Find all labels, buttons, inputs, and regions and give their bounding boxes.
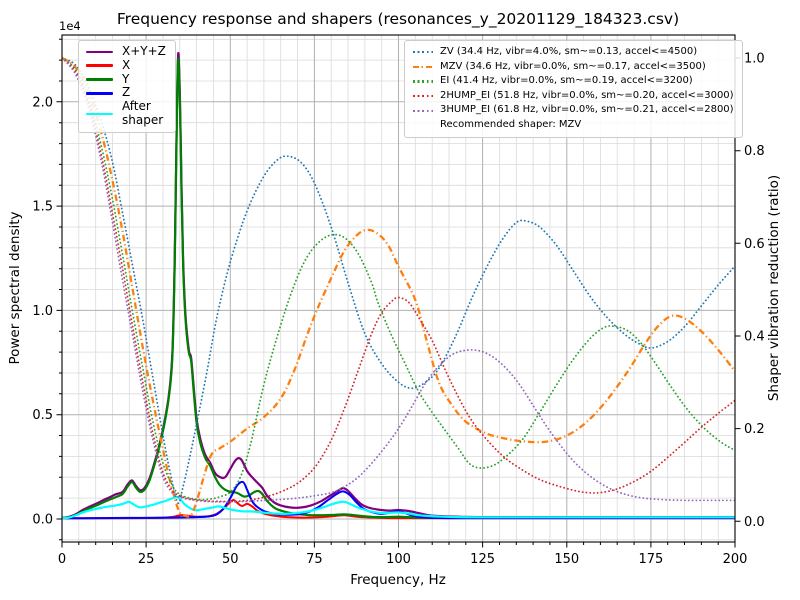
legend-label: X+Y+Z <box>122 44 166 58</box>
legend-line-sample <box>86 112 113 116</box>
legend-label: ZV (34.4 Hz, vibr=4.0%, sm~=0.13, accel<… <box>440 46 698 57</box>
x-tick-label: 50 <box>222 552 239 567</box>
right-y-tick-label: 0.4 <box>744 330 765 345</box>
left-y-tick-label: 1.5 <box>32 200 53 215</box>
legend-label: MZV (34.6 Hz, vibr=0.0%, sm~=0.17, accel… <box>440 60 706 72</box>
psd-legend-item: After shaper <box>86 99 166 128</box>
right-y-tick-label: 0.8 <box>744 144 765 159</box>
curve-3hump_ei <box>62 57 735 503</box>
legend-line-sample <box>86 91 113 95</box>
curve-zv <box>62 57 735 505</box>
tick-marks <box>56 38 741 548</box>
psd-legend-item: X <box>86 57 166 73</box>
left-y-tick-label: 0.5 <box>32 408 53 423</box>
legend-line-sample <box>413 51 433 54</box>
recommended-shaper-note: Recommended shaper: MZV <box>413 118 734 133</box>
legend-footer-label: Recommended shaper: MZV <box>440 118 582 130</box>
x-tick-label: 150 <box>554 552 579 567</box>
x-tick-label: 175 <box>638 552 663 567</box>
legend-line-sample <box>413 65 433 68</box>
legend-line-sample <box>86 50 113 54</box>
chart-title: Frequency response and shapers (resonanc… <box>116 10 680 28</box>
curve-y <box>62 57 735 520</box>
curve-after_shaper <box>62 495 735 520</box>
x-axis-label: Frequency, Hz <box>350 572 446 588</box>
shaper-legend: ZV (34.4 Hz, vibr=4.0%, sm~=0.13, accel<… <box>404 40 743 138</box>
x-tick-label: 0 <box>58 552 66 567</box>
shaper-legend-item: 2HUMP_EI (51.8 Hz, vibr=0.0%, sm~=0.20, … <box>413 89 734 104</box>
legend-line-sample <box>86 78 113 81</box>
right-y-tick-label: 1.0 <box>744 52 765 67</box>
x-tick-label: 200 <box>723 552 748 567</box>
legend-line-sample <box>413 80 433 83</box>
x-tick-label: 100 <box>386 552 411 567</box>
psd-legend-item: Z <box>86 86 166 100</box>
psd-legend-item: Y <box>86 71 166 87</box>
psd-legend: X+Y+Z X Y Z After shaper <box>78 40 176 133</box>
curve-2hump_ei <box>62 57 735 503</box>
legend-line-sample <box>86 64 113 67</box>
legend-label: 2HUMP_EI (51.8 Hz, vibr=0.0%, sm~=0.20, … <box>440 89 734 101</box>
right-y-tick-label: 0.2 <box>744 422 765 437</box>
left-y-axis-label: Power spectral density <box>7 211 23 365</box>
shaper-legend-item: 3HUMP_EI (61.8 Hz, vibr=0.0%, sm~=0.21, … <box>413 103 734 118</box>
shaper-legend-item: MZV (34.6 Hz, vibr=0.0%, sm~=0.17, accel… <box>413 60 734 75</box>
right-y-tick-label: 0.6 <box>744 237 765 252</box>
psd-legend-item: X+Y+Z <box>86 44 166 59</box>
right-y-axis-label: Shaper vibration reduction (ratio) <box>766 174 782 402</box>
x-tick-label: 25 <box>138 552 155 567</box>
legend-label: Y <box>122 71 130 86</box>
shaper-legend-item: EI (41.4 Hz, vibr=0.0%, sm~=0.19, accel<… <box>413 74 734 89</box>
legend-label: After shaper <box>122 99 164 127</box>
right-y-tick-label: 0.0 <box>744 515 765 530</box>
curve-ei <box>62 57 735 501</box>
left-y-tick-label: 1.0 <box>32 304 53 319</box>
y-axis-offset-label: 1e4 <box>59 19 81 33</box>
legend-line-sample <box>413 109 433 112</box>
legend-label: 3HUMP_EI (61.8 Hz, vibr=0.0%, sm~=0.21, … <box>440 104 734 116</box>
x-tick-label: 75 <box>306 552 323 567</box>
legend-label: X <box>122 57 131 72</box>
legend-label: Z <box>122 85 131 100</box>
left-y-tick-label: 2.0 <box>32 95 53 110</box>
x-tick-label: 125 <box>470 552 495 567</box>
shaper-legend-item: ZV (34.4 Hz, vibr=4.0%, sm~=0.13, accel<… <box>413 45 734 60</box>
plot-curves <box>62 51 735 520</box>
curve-mzv <box>62 57 735 518</box>
legend-empty-sample <box>413 124 433 126</box>
legend-label: EI (41.4 Hz, vibr=0.0%, sm~=0.19, accel<… <box>440 75 693 87</box>
legend-line-sample <box>413 94 433 98</box>
left-y-tick-label: 0.0 <box>32 513 53 528</box>
tick-labels: 0 25 50 75 100 125 150 175 200 0.0 0.5 1.0 1.5 2.0 0.0… <box>32 52 764 568</box>
